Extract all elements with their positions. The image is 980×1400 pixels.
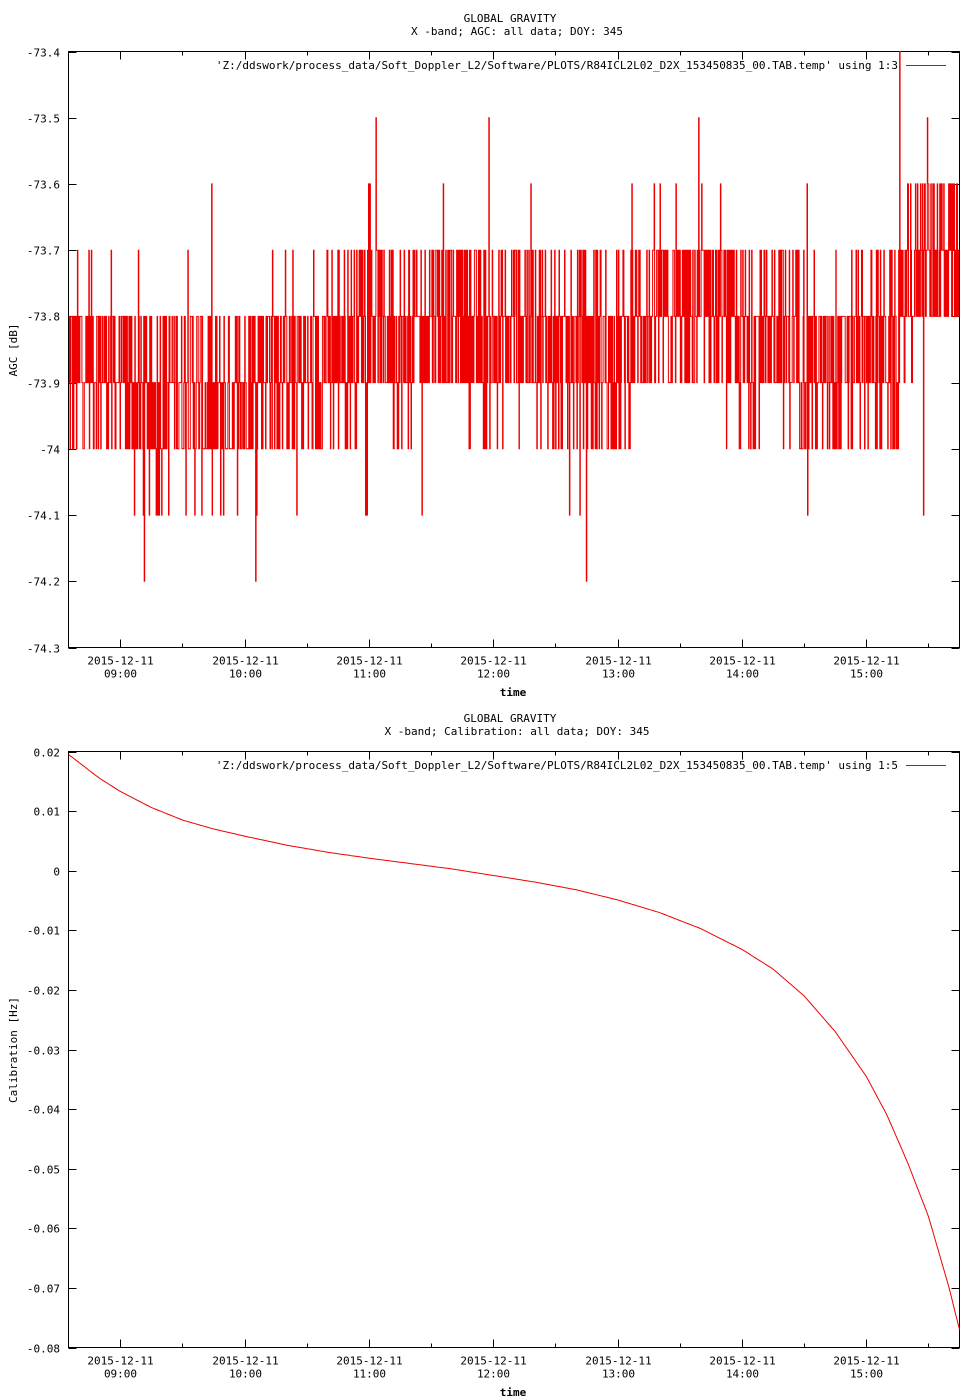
agc-x-tick-date: 2015-12-11: [336, 655, 402, 668]
agc-y-axis-label: AGC [dB]: [7, 324, 20, 377]
agc-x-tick-date: 2015-12-11: [87, 655, 153, 668]
agc-x-tick-time: 11:00: [353, 668, 386, 681]
agc-x-tick-time: 10:00: [229, 668, 262, 681]
calibration-x-tick-time: 10:00: [229, 1368, 262, 1381]
agc-y-tick-label: -73.9: [27, 378, 60, 391]
agc-plot-frame: [68, 51, 960, 648]
calibration-x-tick-date: 2015-12-11: [336, 1355, 402, 1368]
agc-y-tick-label: -73.8: [27, 311, 60, 324]
calibration-x-tick-date: 2015-12-11: [460, 1355, 526, 1368]
calibration-x-tick-time: 12:00: [477, 1368, 510, 1381]
agc-y-tick-label: -74.3: [27, 643, 60, 656]
calibration-y-tick-label: 0.01: [34, 806, 61, 819]
agc-y-tick-label: -74.2: [27, 576, 60, 589]
calibration-legend: 'Z:/ddswork/process_data/Soft_Doppler_L2…: [216, 759, 946, 772]
agc-y-tick-label: -73.6: [27, 179, 60, 192]
calibration-plot-frame: [68, 751, 960, 1348]
agc-x-tick-time: 15:00: [850, 668, 883, 681]
calibration-chart-title: GLOBAL GRAVITY: [464, 712, 557, 725]
calibration-x-tick-date: 2015-12-11: [585, 1355, 651, 1368]
agc-x-tick-date: 2015-12-11: [585, 655, 651, 668]
agc-chart-title: GLOBAL GRAVITY: [464, 12, 557, 25]
agc-y-tick-label: -73.7: [27, 245, 60, 258]
agc-chart: GLOBAL GRAVITY X -band; AGC: all data; D…: [7, 12, 960, 699]
calibration-x-tick-date: 2015-12-11: [833, 1355, 899, 1368]
calibration-y-tick-label: -0.05: [27, 1164, 60, 1177]
agc-x-axis: 2015-12-1109:002015-12-1110:002015-12-11…: [87, 51, 929, 681]
agc-x-tick-date: 2015-12-11: [833, 655, 899, 668]
calibration-y-tick-label: 0.02: [34, 747, 61, 760]
agc-y-tick-label: -74.1: [27, 510, 60, 523]
calibration-y-tick-label: -0.07: [27, 1283, 60, 1296]
calibration-legend-label: 'Z:/ddswork/process_data/Soft_Doppler_L2…: [216, 759, 898, 772]
calibration-x-tick-date: 2015-12-11: [212, 1355, 278, 1368]
agc-x-tick-time: 13:00: [602, 668, 635, 681]
calibration-y-tick-label: -0.06: [27, 1223, 60, 1236]
calibration-x-tick-time: 13:00: [602, 1368, 635, 1381]
agc-series: [68, 51, 960, 582]
calibration-y-tick-label: -0.02: [27, 985, 60, 998]
agc-x-tick-date: 2015-12-11: [212, 655, 278, 668]
calibration-y-tick-label: -0.08: [27, 1343, 60, 1356]
calibration-y-tick-label: -0.01: [27, 925, 60, 938]
calibration-x-tick-time: 15:00: [850, 1368, 883, 1381]
calibration-x-tick-time: 14:00: [726, 1368, 759, 1381]
agc-chart-subtitle: X -band; AGC: all data; DOY: 345: [411, 25, 623, 38]
agc-legend: 'Z:/ddswork/process_data/Soft_Doppler_L2…: [216, 59, 946, 72]
calibration-x-tick-time: 11:00: [353, 1368, 386, 1381]
agc-x-tick-time: 14:00: [726, 668, 759, 681]
calibration-x-axis: 2015-12-1109:002015-12-1110:002015-12-11…: [87, 751, 929, 1381]
agc-y-tick-label: -73.4: [27, 47, 60, 60]
calibration-chart-subtitle: X -band; Calibration: all data; DOY: 345: [385, 725, 650, 738]
agc-x-tick-time: 12:00: [477, 668, 510, 681]
calibration-y-axis: 0.02 0.01 0 -0.01 -0.02 -0.03 -0.04 -0.05 -0.06 -…: [27, 747, 960, 1356]
agc-x-tick-time: 09:00: [104, 668, 137, 681]
calibration-chart: GLOBAL GRAVITY X -band; Calibration: all…: [7, 712, 960, 1399]
agc-x-tick-date: 2015-12-11: [709, 655, 775, 668]
calibration-x-tick-date: 2015-12-11: [87, 1355, 153, 1368]
agc-y-tick-label: -73.5: [27, 113, 60, 126]
calibration-y-tick-label: 0: [53, 866, 60, 879]
calibration-series: [68, 754, 960, 1330]
agc-y-tick-label: -74: [40, 444, 60, 457]
calibration-x-axis-label: time: [500, 1386, 527, 1399]
calibration-y-tick-label: -0.04: [27, 1104, 60, 1117]
agc-legend-label: 'Z:/ddswork/process_data/Soft_Doppler_L2…: [216, 59, 898, 72]
agc-series-line: [68, 51, 960, 582]
calibration-y-tick-label: -0.03: [27, 1045, 60, 1058]
agc-x-axis-label: time: [500, 686, 527, 699]
calibration-y-axis-label: Calibration [Hz]: [7, 997, 20, 1103]
calibration-x-tick-date: 2015-12-11: [709, 1355, 775, 1368]
calibration-series-line: [68, 754, 960, 1330]
agc-x-tick-date: 2015-12-11: [460, 655, 526, 668]
agc-y-axis: -73.4 -73.5 -73.6 -73.7 -73.8 -73.9 -74 -74.1 -7…: [27, 47, 960, 656]
calibration-x-tick-time: 09:00: [104, 1368, 137, 1381]
